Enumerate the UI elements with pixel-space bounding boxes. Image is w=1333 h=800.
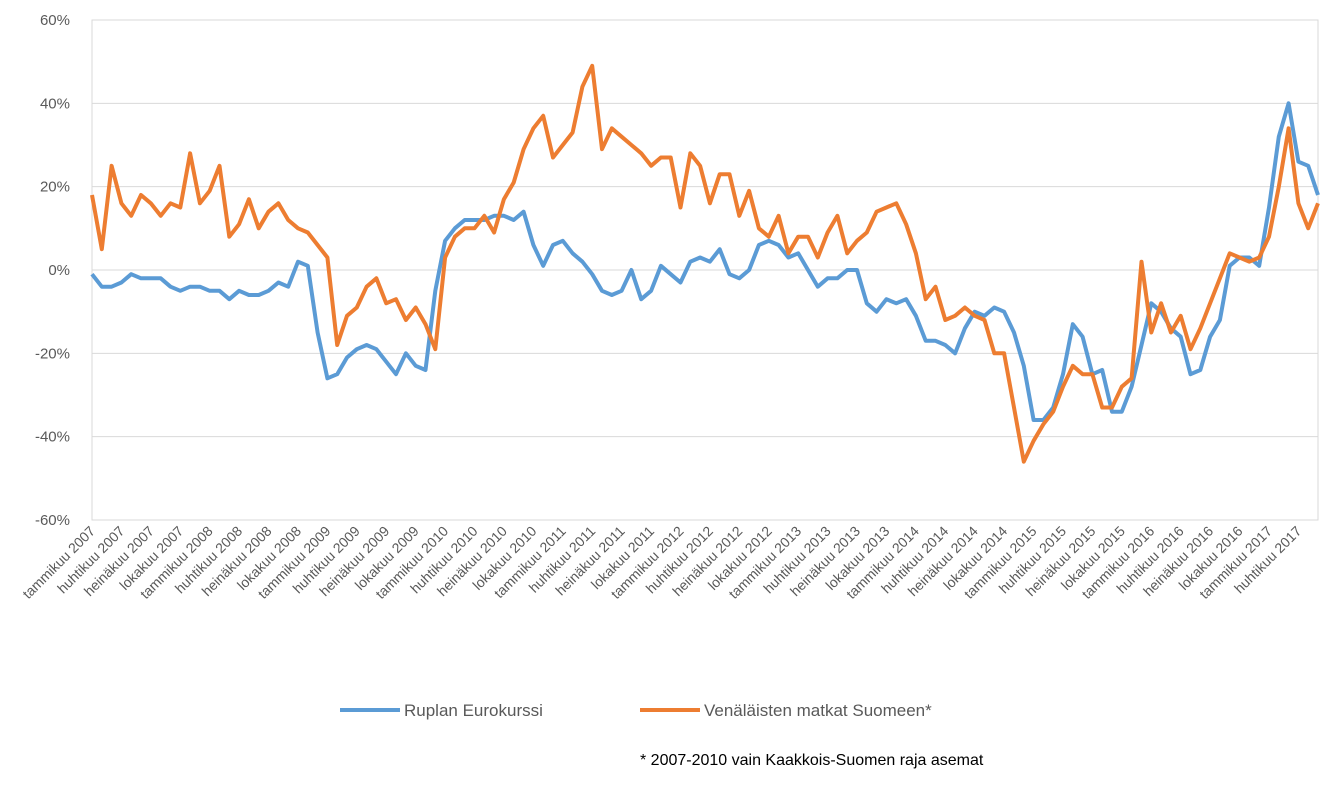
y-tick-label: 0% — [48, 262, 70, 279]
y-tick-label: 40% — [40, 95, 70, 112]
legend-label: Venäläisten matkat Suomeen* — [704, 701, 932, 720]
line-series — [90, 101, 1320, 422]
line-series — [90, 63, 1320, 464]
footnote: * 2007-2010 vain Kaakkois-Suomen raja as… — [640, 752, 984, 769]
y-tick-label: -40% — [35, 429, 70, 446]
y-tick-label: 20% — [40, 179, 70, 196]
legend-label: Ruplan Eurokurssi — [404, 701, 543, 720]
y-tick-label: -20% — [35, 345, 70, 362]
y-tick-label: 60% — [40, 12, 70, 29]
y-tick-label: -60% — [35, 512, 70, 529]
